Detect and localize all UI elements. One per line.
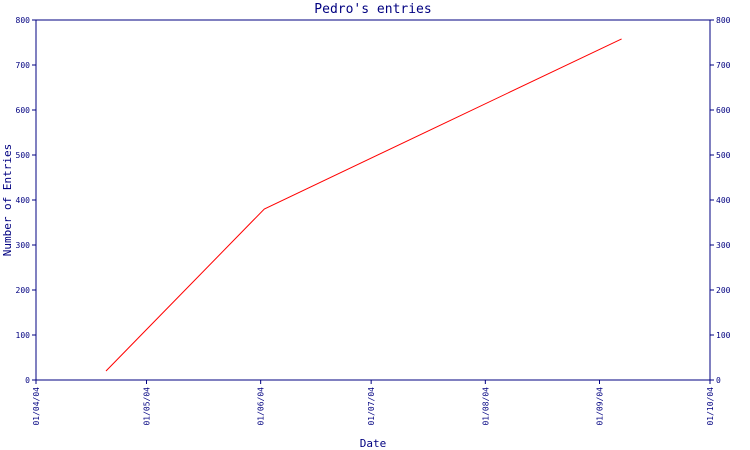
plot-area — [35, 19, 711, 381]
y-tick-label-left: 500 — [16, 151, 31, 160]
x-tick-label: 01/05/04 — [142, 387, 151, 426]
y-axis: 0 0 100 100 200 200 300 300 400 400 500 500 600 600 70… — [16, 16, 731, 385]
y-tick-label-left: 200 — [16, 286, 31, 295]
x-tick-label: 01/04/04 — [32, 387, 41, 426]
y-tick-label-left: 700 — [16, 61, 31, 70]
y-tick-label-left: 800 — [16, 16, 31, 25]
y-tick-label-right: 300 — [716, 241, 731, 250]
y-tick-label-left: 600 — [16, 106, 31, 115]
y-tick-label-left: 100 — [16, 331, 31, 340]
series-line — [105, 38, 622, 372]
y-tick-label-right: 700 — [716, 61, 731, 70]
chart-title: Pedro's entries — [314, 2, 431, 17]
y-tick-label-right: 600 — [716, 106, 731, 115]
y-tick-label-left: 400 — [16, 196, 31, 205]
x-tick-label: 01/08/04 — [481, 387, 490, 426]
y-tick-label-right: 200 — [716, 286, 731, 295]
y-tick-label-left: 300 — [16, 241, 31, 250]
x-tick-label: 01/09/04 — [596, 387, 605, 426]
y-tick-label-right: 500 — [716, 151, 731, 160]
y-tick-label-right: 400 — [716, 196, 731, 205]
x-tick-label: 01/07/04 — [367, 387, 376, 426]
y-tick-label-right: 0 — [716, 376, 721, 385]
x-axis-label: Date — [360, 437, 387, 450]
y-tick-label-right: 800 — [716, 16, 731, 25]
y-axis-label: Number of Entries — [1, 144, 14, 257]
x-tick-label: 01/10/04 — [706, 387, 715, 426]
x-axis: 01/04/04 01/05/04 01/06/04 01/07/04 01/08/04… — [32, 380, 715, 426]
series-layer — [105, 38, 622, 372]
x-tick-label: 01/06/04 — [257, 387, 266, 426]
y-tick-label-left: 0 — [25, 376, 30, 385]
y-tick-label-right: 100 — [716, 331, 731, 340]
